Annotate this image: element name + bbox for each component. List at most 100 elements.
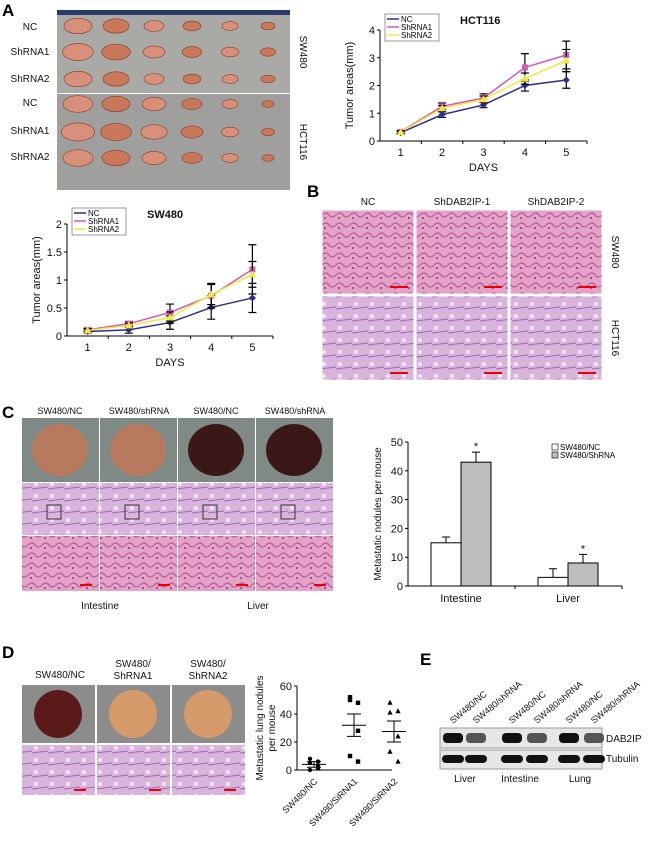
organ (110, 424, 166, 476)
data-point (307, 756, 313, 761)
significance-star: * (474, 441, 479, 453)
y-tick-label: 40 (391, 466, 403, 478)
tumor (142, 45, 166, 59)
data-point (387, 748, 393, 754)
row-label-hct116: HCT116 (609, 320, 620, 357)
bar-SW480/NC (537, 576, 569, 587)
x-tick-label: 4 (208, 342, 214, 354)
tumor (100, 123, 132, 141)
tumor (182, 20, 202, 32)
scale-bar (484, 372, 502, 374)
tumor (220, 126, 240, 138)
data-point (438, 104, 447, 112)
sw480-tumor-photo (57, 10, 290, 93)
error-bar (442, 536, 450, 543)
data-point (438, 111, 446, 119)
tumor (182, 73, 202, 85)
tumor (62, 95, 94, 113)
tumor (260, 74, 276, 84)
tumor (181, 46, 203, 58)
histology-grid (321, 209, 603, 381)
y-axis-label: Tumor areas(mm) (344, 42, 356, 130)
legend-swatch (551, 451, 559, 459)
tissue-label-intestine: Intestine (81, 601, 119, 612)
tumor (101, 43, 131, 61)
bar-SW480/NC (430, 542, 462, 587)
y-tick-label: 0 (286, 765, 292, 777)
col-label: SW480/NC (193, 406, 239, 416)
tumor (101, 150, 131, 167)
row-label: NC (23, 98, 37, 109)
y-tick-label: 1.5 (47, 247, 62, 259)
histology-image (321, 209, 415, 295)
metastasis-image-grid (22, 418, 333, 591)
data-point (521, 64, 528, 71)
organ (32, 424, 88, 476)
line-chart-sw: 0 0.5 1 1.5 2 1 2 3 4 5 DAYS Tumor areas(mm) SW480 NC… (31, 207, 274, 369)
x-tick-label: 4 (522, 147, 528, 159)
col-label: ShRNA1 (114, 671, 153, 682)
scale-bar (314, 584, 326, 586)
bar-SW480/ShRNA (567, 562, 599, 587)
chart-title: SW480 (147, 209, 183, 221)
tumor (102, 18, 130, 34)
x-tick-label: 3 (167, 342, 173, 354)
histology-image (172, 745, 245, 795)
legend-label: ShRNA1 (88, 217, 120, 226)
data-point (395, 758, 401, 764)
tubulin-band (558, 755, 580, 763)
lung (109, 690, 157, 738)
band-label-dab2ip: DAB2IP (606, 734, 642, 745)
x-tick-label: 2 (439, 147, 445, 159)
band-label-tubulin: Tubulin (606, 754, 638, 765)
row-label: ShRNA1 (11, 47, 50, 58)
y-tick-label: 10 (391, 552, 403, 564)
col-label: NC (361, 197, 375, 208)
tumor (101, 96, 131, 113)
scale-bar (578, 372, 596, 374)
bar-chart: 0 10 20 30 40 50 Intestine * Liver * Metastatic no… (373, 437, 623, 605)
tumor (140, 124, 168, 140)
panel-label-e: E (420, 650, 431, 669)
legend-label: SW480/NC (560, 443, 600, 452)
x-tick-label: 3 (480, 147, 486, 159)
panel-label-b: B (307, 182, 319, 201)
tumor (63, 17, 93, 34)
row-label: NC (23, 22, 37, 33)
col-label: ShRNA2 (189, 671, 228, 682)
scale-bar (390, 372, 408, 374)
y-tick-label: 30 (391, 495, 403, 507)
scale-bar (390, 286, 408, 288)
col-label: ShDAB2IP-1 (434, 197, 491, 208)
chart-title: HCT116 (460, 15, 500, 27)
tumor (221, 99, 239, 109)
tumor (141, 151, 167, 165)
tumor (181, 98, 203, 110)
organ (188, 424, 244, 476)
x-tick-label: SW480/NC (281, 776, 320, 815)
panel-label-d: D (2, 643, 14, 662)
y-tick-label: 20 (280, 737, 292, 749)
data-point (248, 270, 257, 278)
dab2ip-band (527, 733, 547, 743)
dab2ip-band (466, 733, 486, 743)
tubulin-band (526, 755, 548, 763)
data-point (562, 56, 571, 64)
y-tick-label: 60 (280, 681, 292, 693)
col-label: SW480/shRNA (109, 406, 170, 416)
row-label: ShRNA2 (11, 152, 50, 163)
col-label: SW480/shRNA (265, 406, 326, 416)
legend-label: NC (401, 15, 413, 24)
panel-label-a: A (2, 1, 14, 20)
tumor (221, 153, 239, 163)
tumor (260, 21, 276, 31)
data-point (248, 294, 256, 302)
zoom-box (202, 504, 218, 520)
tubulin-band (442, 755, 464, 763)
side-label-sw480: SW480 (297, 36, 308, 69)
tumor (261, 100, 275, 108)
tumor (102, 71, 130, 87)
col-label: ShDAB2IP-2 (528, 197, 585, 208)
panel-label-c: C (2, 403, 14, 422)
col-label: SW480/ (115, 659, 151, 670)
